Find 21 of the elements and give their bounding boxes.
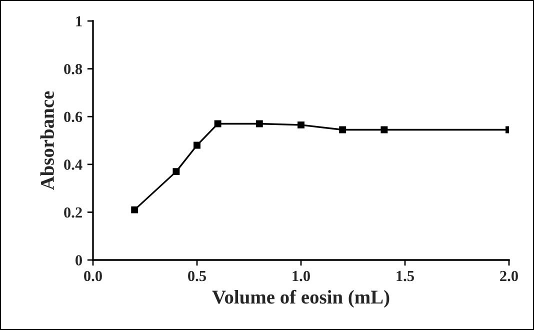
- y-tick-label: 0.8: [64, 64, 82, 74]
- point: [256, 120, 263, 128]
- point: [380, 126, 388, 134]
- point: [194, 142, 200, 149]
- point: [214, 120, 222, 128]
- x-tick-label: 0.0: [84, 270, 102, 282]
- y-tick-label: 0: [76, 255, 82, 266]
- x-axis-title: Volume of eosin (mL): [212, 290, 390, 308]
- y-tick-label: 1: [76, 16, 82, 26]
- x-tick-label: 2.0: [500, 270, 518, 282]
- point: [339, 126, 346, 134]
- y-axis-title: Absorbance: [40, 91, 54, 190]
- x-tick-label: 1.5: [396, 270, 414, 282]
- x-tick-label: 0.5: [188, 270, 206, 282]
- x-tick-label: 1.0: [292, 270, 310, 282]
- y-tick-label: 0.4: [64, 160, 82, 170]
- y-tick-label: 0.2: [64, 207, 82, 218]
- point: [131, 206, 138, 214]
- y-tick-label: 0.6: [64, 112, 82, 122]
- point: [298, 121, 304, 128]
- point: [172, 168, 180, 176]
